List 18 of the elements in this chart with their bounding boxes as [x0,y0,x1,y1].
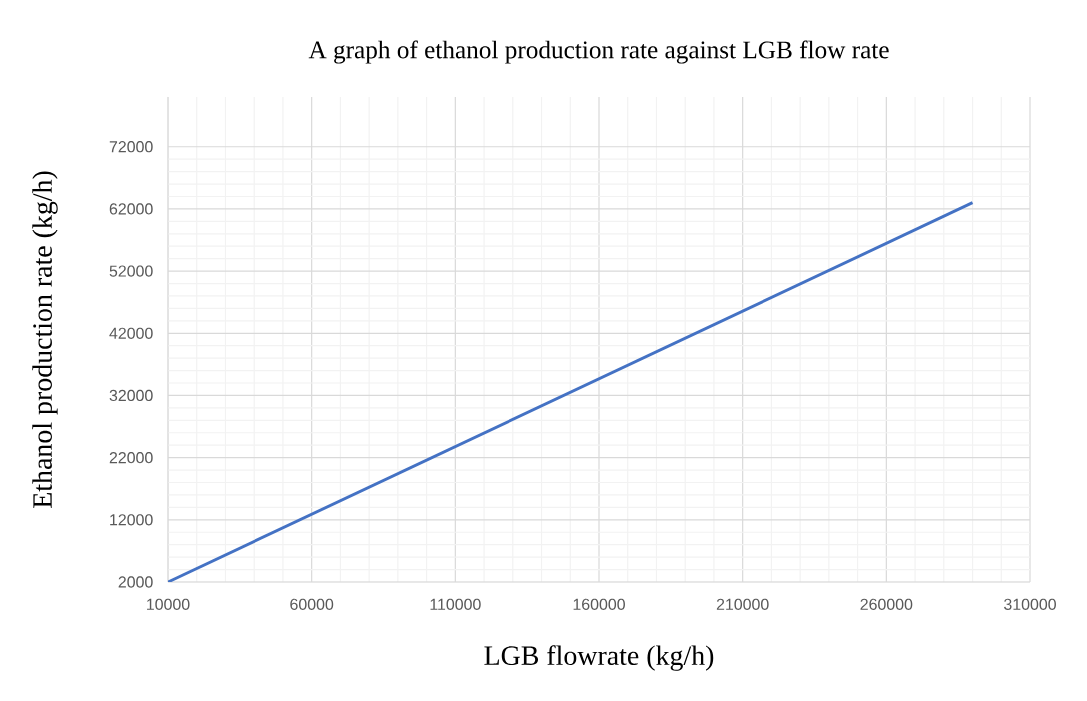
x-tick-label: 210000 [716,598,769,610]
x-tick-label: 160000 [573,598,625,610]
x-tick-label: 60000 [290,598,334,610]
y-tick-label: 42000 [109,327,153,339]
y-tick-label: 2000 [118,576,153,588]
y-axis-title: Ethanol production rate (kg/h) [32,171,58,508]
y-tick-label: 32000 [109,389,153,402]
x-tick-label: 310000 [1004,598,1056,610]
y-tick-label: 62000 [109,203,153,215]
x-axis-title: LGB flowrate (kg/h) [484,645,714,671]
y-tick-label: 52000 [109,265,153,277]
x-tick-label: 10000 [147,598,190,610]
chart-title: A graph of ethanol production rate against LGB flow rate [308,40,889,64]
y-tick-label: 22000 [109,452,153,464]
y-tick-label: 12000 [110,514,153,526]
x-tick-label: 110000 [430,598,481,610]
x-tick-label: 260000 [860,598,913,610]
y-tick-label: 72000 [109,141,153,153]
